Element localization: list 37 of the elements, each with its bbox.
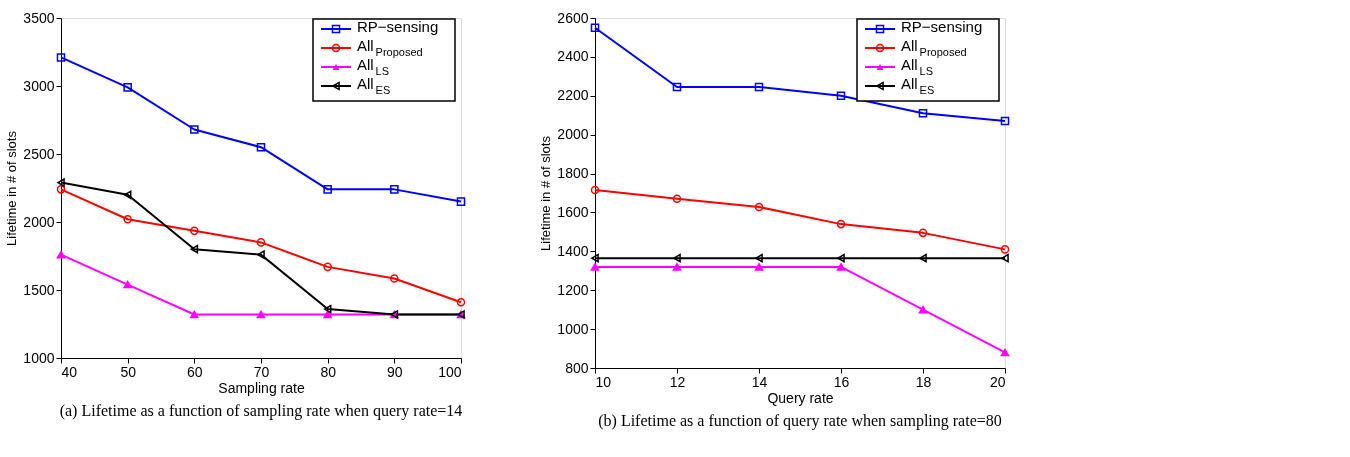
y-tick-label: 2000: [557, 126, 589, 143]
x-tick-label: 20: [989, 373, 1006, 390]
y-axis-title: Lifetime in # of slots: [538, 135, 554, 251]
text: (a) Lifetime as a function of sampling rate when query rate=14: [59, 402, 463, 420]
y-tick-label: 1000: [557, 320, 589, 337]
y-tick-label: 2400: [557, 48, 589, 65]
x-tick-label: 10: [595, 373, 612, 390]
x-tick-label: 80: [320, 363, 337, 380]
x-axis-title: Sampling rate: [218, 379, 305, 396]
x-tick-label: 16: [833, 373, 850, 390]
x-tick-label: 100: [438, 363, 462, 380]
y-tick-label: 800: [565, 359, 589, 376]
text: (b) Lifetime as a function of query rate when sampling rate=80: [598, 412, 1002, 430]
y-tick-label: 1400: [557, 242, 589, 259]
x-tick-label: 90: [387, 363, 403, 380]
y-tick-label: 3500: [23, 9, 55, 26]
legend-label: RP−sensing: [901, 18, 983, 35]
y-axis-title: Lifetime in # of slots: [4, 130, 20, 246]
y-tick-label: 3000: [23, 77, 55, 94]
y-tick-label: 1200: [557, 281, 589, 298]
y-tick-label: 2000: [23, 213, 55, 230]
x-tick-label: 50: [120, 363, 137, 380]
x-tick-label: 70: [253, 363, 270, 380]
y-tick-label: 1600: [557, 203, 589, 220]
y-tick-label: 2500: [23, 145, 55, 162]
y-tick-label: 1800: [557, 165, 589, 182]
legend-label: RP−sensing: [357, 18, 439, 35]
y-tick-label: 1000: [23, 349, 55, 366]
y-tick-label: 2200: [557, 87, 589, 104]
x-tick-label: 40: [61, 363, 78, 380]
y-tick-label: 2600: [557, 9, 589, 26]
x-tick-label: 60: [187, 363, 203, 380]
x-tick-label: 18: [915, 373, 932, 390]
y-tick-label: 1500: [23, 281, 55, 298]
x-axis-title: Query rate: [767, 389, 834, 406]
x-tick-label: 12: [669, 373, 686, 390]
x-tick-label: 14: [751, 373, 768, 390]
